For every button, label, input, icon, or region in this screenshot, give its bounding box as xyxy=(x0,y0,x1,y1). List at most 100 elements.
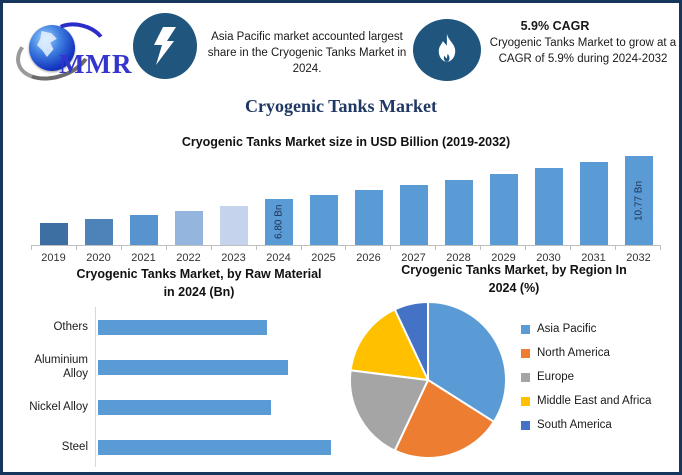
bar-column-2021 xyxy=(121,153,166,245)
bar-2025 xyxy=(309,195,338,245)
highlight-text-asia-pacific: Asia Pacific market accounted largest sh… xyxy=(207,31,407,75)
x-axis-label-2026: 2026 xyxy=(356,252,381,264)
x-axis-tick xyxy=(525,246,570,250)
raw-material-label-nickel-alloy: Nickel Alloy xyxy=(29,401,88,413)
region-share-chart: Cryogenic Tanks Market, by Region In 202… xyxy=(349,261,679,461)
x-axis-label-2030: 2030 xyxy=(536,252,561,264)
x-axis-tick xyxy=(480,246,525,250)
bar-2024: 6.80 Bn xyxy=(264,199,293,245)
bar-column-2026 xyxy=(346,153,391,245)
flame-icon xyxy=(413,19,481,81)
x-axis-label-2024: 2024 xyxy=(266,252,291,264)
raw-material-label-others: Others xyxy=(53,321,88,333)
legend-label: North America xyxy=(537,347,610,359)
legend-item-europe: Europe xyxy=(521,371,651,383)
bar-column-2028 xyxy=(436,153,481,245)
highlight-cagr-block: 5.9% CAGR Cryogenic Tanks Market to grow… xyxy=(485,19,679,67)
x-axis-labels: 2019 2020 2021 2022 2023 2024 2025 2026 2027 2028… xyxy=(31,250,661,264)
x-axis-label-2020: 2020 xyxy=(86,252,111,264)
bar-2031 xyxy=(579,162,608,245)
region-legend: Asia Pacific North America Europe Middle Ea… xyxy=(509,299,651,461)
x-axis-label-2023: 2023 xyxy=(221,252,246,264)
x-axis-label-2019: 2019 xyxy=(41,252,66,264)
legend-item-south-america: South America xyxy=(521,419,651,431)
legend-swatch-icon xyxy=(521,372,530,382)
lightning-icon xyxy=(133,13,197,79)
page-title: Cryogenic Tanks Market xyxy=(244,96,437,116)
pie-slice-europe xyxy=(349,369,429,452)
bar-2030 xyxy=(534,168,563,245)
region-share-plot: Asia Pacific North America Europe Middle Ea… xyxy=(349,299,679,461)
legend-item-middle-east-and-africa: Middle East and Africa xyxy=(521,395,651,407)
bar-2032: 10.77 Bn xyxy=(624,156,653,245)
legend-item-asia-pacific: Asia Pacific xyxy=(521,323,651,335)
raw-material-bar-nickel-alloy xyxy=(98,399,272,415)
pie-slice-south-america xyxy=(393,301,429,381)
bar-2029 xyxy=(489,174,518,245)
legend-item-north-america: North America xyxy=(521,347,651,359)
raw-material-bar-others xyxy=(98,319,267,335)
x-axis-tick xyxy=(570,246,615,250)
raw-material-bar-row xyxy=(96,307,349,347)
raw-material-bar-row xyxy=(96,347,349,387)
bar-column-2020 xyxy=(76,153,121,245)
raw-material-bar-row xyxy=(96,387,349,427)
legend-swatch-icon xyxy=(521,396,530,406)
legend-label: South America xyxy=(537,419,612,431)
raw-material-category-labels: Others Aluminium Alloy Nickel Alloy Steel xyxy=(13,307,95,467)
market-size-chart: Cryogenic Tanks Market size in USD Billi… xyxy=(31,135,661,264)
raw-material-label-aluminium-alloy: Aluminium Alloy xyxy=(34,354,88,380)
raw-material-label-steel: Steel xyxy=(61,441,88,453)
raw-material-bar-steel xyxy=(98,439,331,455)
x-axis-tick xyxy=(255,246,301,250)
region-title-line2: 2024 (%) xyxy=(488,281,540,295)
raw-material-bars xyxy=(95,307,349,467)
bar-value-label-2024: 6.80 Bn xyxy=(273,204,284,240)
x-axis-tick xyxy=(300,246,346,250)
x-axis-label-2032: 2032 xyxy=(626,252,651,264)
raw-material-title-line2: in 2024 (Bn) xyxy=(163,285,235,299)
bar-2026 xyxy=(354,190,383,245)
bar-column-2019 xyxy=(31,153,76,245)
raw-material-plot: Others Aluminium Alloy Nickel Alloy Steel xyxy=(13,307,349,467)
bar-column-2030 xyxy=(526,153,571,245)
x-axis-label-2025: 2025 xyxy=(311,252,336,264)
bar-2028 xyxy=(444,180,473,245)
legend-label: Asia Pacific xyxy=(537,323,597,335)
bar-column-2024: 6.80 Bn xyxy=(256,153,301,245)
x-axis-tick xyxy=(75,246,121,250)
bar-column-2032: 10.77 Bn xyxy=(616,153,661,245)
bar-2021 xyxy=(129,215,158,245)
x-axis-tick xyxy=(31,246,76,250)
legend-swatch-icon xyxy=(521,324,530,334)
region-share-chart-title: Cryogenic Tanks Market, by Region In 202… xyxy=(349,261,679,297)
x-axis-tick xyxy=(345,246,390,250)
raw-material-bar-aluminium-alloy xyxy=(98,359,289,375)
x-axis-label-2022: 2022 xyxy=(176,252,201,264)
bar-value-label-2032: 10.77 Bn xyxy=(633,180,644,221)
bar-2023 xyxy=(219,206,248,245)
region-title-line1: Cryogenic Tanks Market, by Region In xyxy=(401,263,627,277)
market-size-chart-title: Cryogenic Tanks Market size in USD Billi… xyxy=(181,135,511,149)
header: MMR Asia Pacific market accounted larges… xyxy=(8,9,676,95)
logo-text: MMR xyxy=(59,49,133,79)
bar-2019 xyxy=(39,223,68,245)
x-axis-tick xyxy=(210,246,256,250)
pie-slice-middle-east-and-africa xyxy=(349,308,429,381)
mmr-logo: MMR xyxy=(8,16,135,90)
legend-label: Middle East and Africa xyxy=(537,395,652,407)
bar-2027 xyxy=(399,185,428,245)
bar-column-2027 xyxy=(391,153,436,245)
x-axis-tick xyxy=(435,246,480,250)
raw-material-bar-row xyxy=(96,427,349,467)
x-axis-label-2031: 2031 xyxy=(581,252,606,264)
region-pie xyxy=(347,299,509,461)
legend-swatch-icon xyxy=(521,420,530,430)
market-size-bars: 6.80 Bn 10.77 Bn xyxy=(31,153,661,246)
raw-material-chart-title: Cryogenic Tanks Market, by Raw Material … xyxy=(13,265,349,301)
cagr-text: Cryogenic Tanks Market to grow at a CAGR… xyxy=(489,37,677,65)
x-axis-label-2029: 2029 xyxy=(491,252,516,264)
x-axis-tick xyxy=(165,246,211,250)
x-axis-label-2021: 2021 xyxy=(131,252,156,264)
